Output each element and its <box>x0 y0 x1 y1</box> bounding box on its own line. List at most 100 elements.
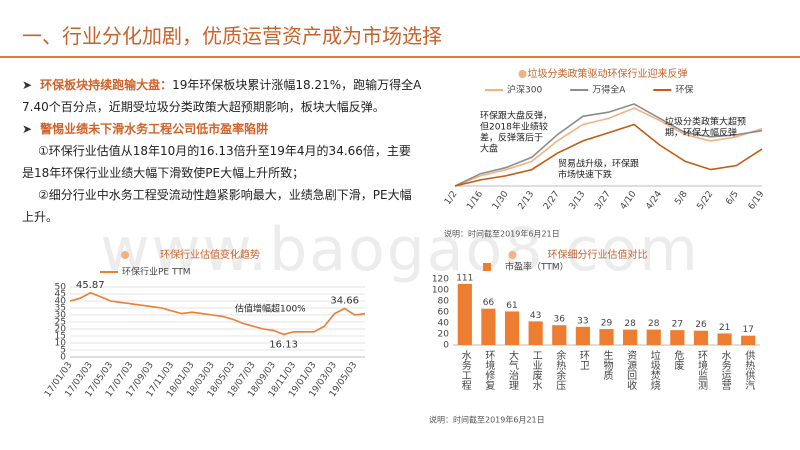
series-line <box>69 291 366 336</box>
x-tick-label: 6/19 <box>747 189 767 212</box>
y-tick-label: 0 <box>60 353 66 363</box>
bar <box>670 330 685 345</box>
x-tick-label: 5/22 <box>696 189 716 211</box>
value-label: 27 <box>672 320 683 330</box>
legend-label: 沪深300 <box>507 84 542 96</box>
series-line <box>454 123 763 187</box>
y-tick-label: 40 <box>438 319 450 329</box>
bullet: ➤ 警惕业绩未下滑水务工程公司低市盈率陷阱 <box>22 122 269 136</box>
annotation: 环保跟大盘反弹， <box>480 110 552 122</box>
note: 说明：时间截至2019年6月21日 <box>444 229 560 239</box>
y-tick-label: 50 <box>55 283 67 293</box>
x-tick-label: 1/16 <box>465 189 485 212</box>
bullet: ➤ 环保板块持续跑输大盘：19年环保板块累计涨幅18.21%，跑输万得全A 7.4… <box>22 78 422 114</box>
x-tick-label: 余热余压 <box>554 349 566 391</box>
x-tick-label: 大气治理 <box>507 349 519 390</box>
value-label: 33 <box>577 316 588 326</box>
x-tick-label: 水务运营 <box>719 350 731 391</box>
annotation: 差，反弹落后于 <box>480 132 543 144</box>
annotation: 但2018年业绩较 <box>480 121 548 133</box>
x-tick-label: 1/2 <box>443 189 459 207</box>
y-tick-label: 80 <box>438 297 450 307</box>
bar <box>575 326 590 345</box>
x-tick-label: 2/13 <box>516 189 536 211</box>
x-tick-label: 3/27 <box>593 189 613 211</box>
x-tick-label: 环境修复 <box>483 350 495 391</box>
paragraph: ①环保行业估值从18年10月的16.13倍升至19年4月的34.66倍，主要是1… <box>22 144 411 180</box>
annotation: 大盘 <box>480 143 498 155</box>
y-tick-label: 15 <box>55 332 66 342</box>
series-line <box>454 103 763 187</box>
y-tick-label: 45 <box>55 290 66 300</box>
bar <box>623 329 638 345</box>
y-tick-label: 10 <box>55 339 67 349</box>
slide-title: 一、行业分化加剧，优质运营资产成为市场选择 <box>22 24 442 48</box>
annotation: 垃圾分类政策大超预 <box>665 116 746 128</box>
x-tick-label: 垃圾焚烧 <box>648 349 660 391</box>
x-tick-label: 5/8 <box>673 189 690 207</box>
chart-title: 环保细分行业估值对比 <box>548 248 648 261</box>
series-line <box>454 107 763 187</box>
value-label: 26 <box>695 320 707 330</box>
value-label: 111 <box>456 273 473 283</box>
bar <box>717 333 732 345</box>
x-tick-label: 环境监测 <box>695 350 707 391</box>
y-tick-label: 20 <box>438 330 450 340</box>
x-tick-label: 2/27 <box>542 189 562 211</box>
value-label: 66 <box>483 298 495 308</box>
x-tick-label: 资源回收 <box>625 350 637 391</box>
bar <box>504 311 520 345</box>
title-rule <box>0 56 800 58</box>
y-tick-label: 100 <box>432 286 449 296</box>
value-label: 21 <box>719 323 730 333</box>
bullets: ➤ 环保板块持续跑输大盘：19年环保板块累计涨幅18.21%，跑输万得全A 7.4… <box>22 74 422 228</box>
bullet-head: 警惕业绩未下滑水务工程公司低市盈率陷阱 <box>40 122 269 136</box>
y-tick-label: 60 <box>438 308 450 318</box>
x-tick-label: 水务工程 <box>459 350 471 390</box>
note: 说明：时间截至2019年6月21日 <box>429 415 545 425</box>
title-icon <box>121 251 129 259</box>
legend-label: 市盈率（TTM） <box>505 261 569 273</box>
x-tick-label: 环卫 <box>577 350 589 370</box>
x-tick-label: 工业废水 <box>530 350 542 390</box>
value-label: 45.87 <box>76 280 105 291</box>
value-label: 28 <box>624 319 636 329</box>
value-label: 34.66 <box>330 295 359 306</box>
legend-label: 环保行业PE TTM <box>122 266 191 278</box>
y-tick-label: 5 <box>60 346 66 356</box>
bar <box>741 335 756 345</box>
bar <box>646 329 661 345</box>
value-label: 43 <box>530 311 541 321</box>
bullet-head: 环保板块持续跑输大盘： <box>40 78 173 92</box>
annotation: 期，环保大幅反弹 <box>665 127 737 139</box>
y-tick-label: 35 <box>55 304 66 314</box>
bar <box>552 325 567 345</box>
annotation: 估值增幅超100% <box>235 303 306 315</box>
legend-swatch <box>483 263 491 271</box>
y-tick-label: 25 <box>55 318 66 328</box>
value-label: 36 <box>554 315 566 325</box>
title-icon <box>508 251 517 259</box>
value-label: 16.13 <box>269 339 298 350</box>
y-tick-label: 40 <box>55 297 67 307</box>
value-label: 61 <box>506 301 517 311</box>
chart-title: 环保行业估值变化趋势 <box>160 248 260 261</box>
bar <box>528 321 543 345</box>
value-label: 28 <box>648 319 660 329</box>
legend-label: 环保 <box>675 84 693 96</box>
y-tick-label: 120 <box>432 275 449 285</box>
x-tick-label: 危废 <box>672 350 684 371</box>
x-tick-label: 3/13 <box>568 189 588 211</box>
y-tick-label: 20 <box>55 325 67 335</box>
annotation: 贸易战升级，环保跟 <box>558 158 639 170</box>
value-label: 29 <box>601 319 613 329</box>
bar <box>693 330 709 345</box>
y-tick-label: 0 <box>443 341 449 351</box>
bar <box>481 308 496 345</box>
chart-title: 垃圾分类政策驱动环保行业迎来反弹 <box>528 67 688 80</box>
bullet-text: 19年环保板块累计涨幅18.21%，跑输万得全A 7.40个百分点，近期受垃圾分… <box>22 78 422 114</box>
bar <box>457 283 472 345</box>
